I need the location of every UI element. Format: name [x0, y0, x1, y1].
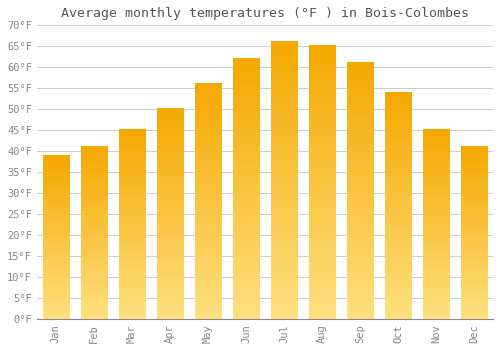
Title: Average monthly temperatures (°F ) in Bois-Colombes: Average monthly temperatures (°F ) in Bo…	[61, 7, 469, 20]
